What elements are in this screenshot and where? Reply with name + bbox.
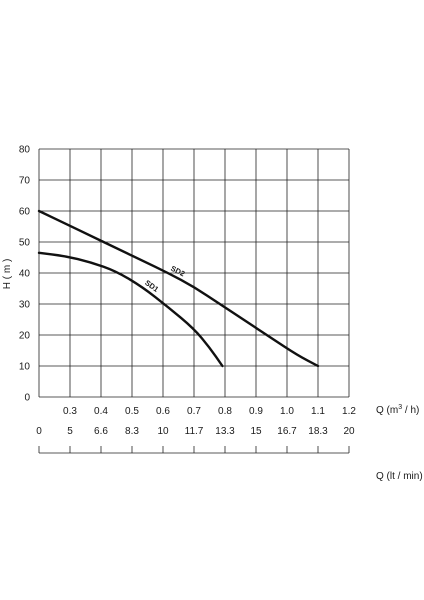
x-tick-label-m3h: 1.2 <box>342 406 356 417</box>
x-axis-label-m3h: Q (m3 / h) <box>376 404 419 416</box>
y-axis-label: H ( m ) <box>2 259 13 290</box>
y-tick-label: 10 <box>19 362 31 373</box>
curve-label-sd1: SD1 <box>143 278 160 294</box>
x-tick-label-lmin: 11.7 <box>185 426 204 437</box>
x-tick-label-m3h: 0.3 <box>63 406 77 417</box>
y-tick-label: 80 <box>19 145 31 156</box>
curve-sd2 <box>37 209 320 368</box>
x-tick-label-m3h: 0.7 <box>187 406 201 417</box>
grid <box>38 148 350 398</box>
x-tick-label-m3h: 0.5 <box>125 406 139 417</box>
x-tick-label-m3h: 0.6 <box>156 406 170 417</box>
y-tick-label: 40 <box>19 269 31 280</box>
x-tick-label-m3h: 0.8 <box>218 406 232 417</box>
x-tick-label-lmin: 0 <box>36 426 42 437</box>
y-tick-label: 0 <box>24 393 30 404</box>
y-tick-label: 70 <box>19 176 31 187</box>
curve-sd1 <box>37 251 224 368</box>
x-tick-labels-lmin: 0 5 6.6 8.3 10 11.7 13.3 15 16.7 18.3 20 <box>36 426 355 437</box>
x-tick-label-lmin: 10 <box>157 426 169 437</box>
x-tick-label-lmin: 5 <box>67 426 73 437</box>
x-tick-label-lmin: 20 <box>343 426 355 437</box>
x-tick-label-m3h: 0.4 <box>94 406 108 417</box>
lmin-axis-line <box>38 446 350 454</box>
x-tick-labels-m3h: 0.3 0.4 0.5 0.6 0.7 0.8 0.9 1.0 1.1 1.2 <box>63 406 356 417</box>
x-tick-label-lmin: 8.3 <box>125 426 139 437</box>
x-tick-label-lmin: 15 <box>250 426 262 437</box>
y-tick-label: 60 <box>19 207 31 218</box>
x-tick-label-lmin: 16.7 <box>277 426 297 437</box>
x-tick-label-lmin: 13.3 <box>215 426 235 437</box>
y-tick-label: 50 <box>19 238 31 249</box>
x-tick-label-lmin: 6.6 <box>94 426 108 437</box>
x-tick-label-m3h: 0.9 <box>249 406 263 417</box>
x-axis-label-lmin: Q (lt / min) <box>376 471 423 482</box>
y-tick-labels: 0 10 20 30 40 50 60 70 80 <box>19 145 31 404</box>
y-tick-label: 20 <box>19 331 31 342</box>
x-tick-label-m3h: 1.0 <box>280 406 294 417</box>
x-tick-label-m3h: 1.1 <box>311 406 325 417</box>
y-tick-label: 30 <box>19 300 31 311</box>
x-tick-label-lmin: 18.3 <box>308 426 328 437</box>
